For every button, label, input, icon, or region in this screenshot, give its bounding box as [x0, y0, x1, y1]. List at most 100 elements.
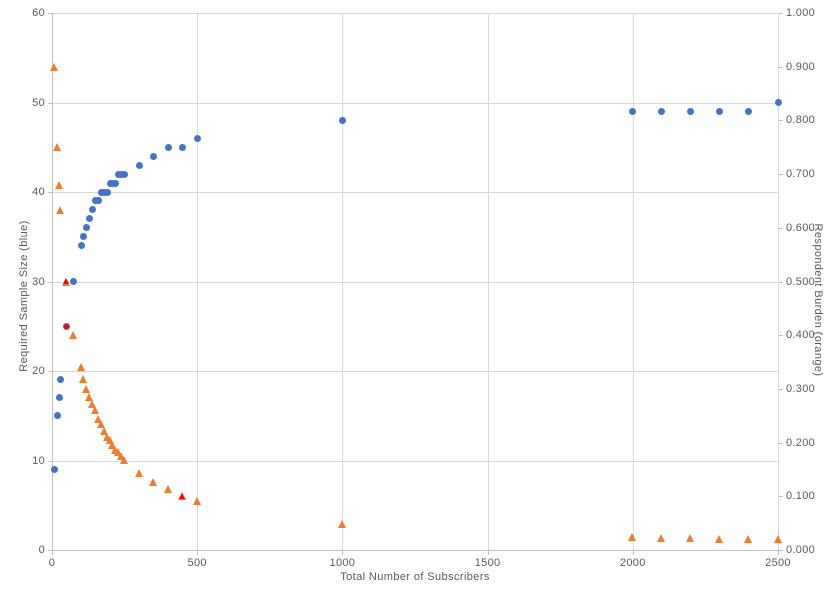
y-left-tick-label: 50 — [32, 96, 45, 109]
right-axis-title: Respondent Burden (orange) — [812, 223, 824, 377]
x-tick-label: 2500 — [765, 557, 791, 569]
y-left-tick-label: 0 — [38, 544, 45, 556]
y-right-tick-label: 0.600 — [786, 221, 816, 234]
data-point-sample-size — [103, 188, 111, 196]
data-point-sample-size — [716, 107, 724, 115]
data-point-burden — [120, 455, 129, 464]
data-point-burden — [54, 180, 63, 189]
data-point-sample-size — [55, 394, 63, 402]
y-right-tick-label: 0.300 — [786, 382, 816, 395]
data-point-sample-size — [745, 107, 753, 115]
data-point-sample-size — [338, 116, 346, 124]
highlight-point-red — [64, 323, 70, 329]
x-tick-label: 1000 — [329, 557, 356, 569]
data-point-sample-size — [57, 376, 65, 384]
data-point-burden — [715, 534, 724, 543]
y-right-tick-mark — [779, 335, 783, 337]
y-right-tick-mark — [779, 174, 783, 176]
y-left-tick-label: 60 — [32, 7, 45, 19]
x-tick-label: 1500 — [474, 557, 501, 569]
y-left-tick-mark — [48, 102, 52, 104]
y-left-tick-mark — [48, 460, 52, 462]
highlight-point-red — [63, 278, 70, 284]
data-point-sample-size — [94, 197, 102, 205]
data-point-burden — [50, 62, 59, 71]
data-point-sample-size — [150, 152, 158, 160]
data-point-sample-size — [629, 107, 637, 115]
data-point-sample-size — [54, 412, 62, 420]
y-right-tick-mark — [779, 550, 783, 551]
data-point-burden — [114, 447, 123, 456]
y-left-tick-mark — [48, 371, 52, 372]
data-point-burden — [628, 532, 637, 541]
data-point-burden — [56, 206, 65, 215]
data-point-burden — [91, 406, 100, 415]
data-point-burden — [82, 384, 91, 393]
x-tick-mark — [487, 551, 489, 555]
x-tick-label: 2000 — [619, 557, 646, 569]
data-point-burden — [744, 535, 753, 544]
gridline-vertical — [487, 13, 489, 550]
data-point-sample-size — [80, 233, 88, 241]
data-point-sample-size — [70, 278, 78, 285]
gridline-horizontal — [52, 13, 778, 14]
gridline-vertical — [632, 13, 634, 550]
data-point-sample-size — [658, 107, 666, 115]
data-point-sample-size — [83, 224, 91, 232]
data-point-sample-size — [135, 161, 143, 169]
data-point-burden — [773, 535, 782, 544]
data-point-sample-size — [193, 134, 201, 142]
gridline-vertical — [778, 13, 779, 550]
data-point-sample-size — [774, 99, 782, 106]
highlight-point-red — [179, 492, 186, 499]
data-point-burden — [79, 375, 88, 384]
data-point-burden — [337, 520, 346, 529]
data-point-sample-size — [164, 143, 172, 151]
data-point-burden — [105, 435, 114, 444]
y-right-tick-label: 0.100 — [786, 490, 816, 503]
y-left-tick-mark — [48, 13, 52, 14]
y-right-tick-label: 0.700 — [786, 168, 816, 181]
data-point-sample-size — [179, 143, 187, 151]
data-point-burden — [76, 363, 85, 372]
y-left-tick-mark — [48, 281, 52, 283]
x-tick-mark — [52, 551, 53, 555]
gridline-horizontal — [52, 371, 778, 372]
data-point-sample-size — [112, 179, 120, 187]
y-right-tick-label: 0.000 — [786, 544, 816, 556]
x-tick-label: 0 — [48, 557, 56, 569]
data-point-burden — [85, 392, 94, 401]
y-left-tick-label: 20 — [32, 365, 45, 377]
y-left-tick-mark — [48, 550, 52, 551]
y-right-tick-label: 0.200 — [786, 436, 816, 449]
y-axis-line — [52, 13, 53, 550]
data-point-burden — [149, 478, 158, 487]
data-point-burden — [99, 426, 108, 435]
left-axis-title: Required Sample Size (blue) — [18, 220, 30, 372]
data-point-sample-size — [687, 107, 695, 115]
y-right-tick-label: 0.400 — [786, 329, 816, 342]
x-tick-mark — [197, 551, 199, 555]
x-tick-mark — [342, 551, 344, 555]
y-left-tick-label: 10 — [32, 454, 45, 467]
data-point-burden — [108, 441, 117, 450]
gridline-horizontal — [52, 192, 778, 193]
data-point-sample-size — [77, 242, 85, 250]
data-point-burden — [53, 143, 62, 152]
x-axis-line — [52, 550, 779, 551]
gridline-vertical — [342, 13, 344, 550]
data-point-burden — [93, 414, 102, 423]
data-point-burden — [96, 419, 105, 428]
gridline-vertical — [197, 13, 199, 550]
y-right-tick-mark — [779, 388, 783, 390]
y-right-tick-label: 0.500 — [786, 275, 816, 288]
y-right-tick-mark — [779, 442, 783, 444]
data-point-sample-size — [89, 206, 97, 214]
y-right-tick-mark — [779, 281, 783, 283]
gridline-horizontal — [52, 460, 778, 462]
x-tick-mark — [778, 551, 779, 555]
y-left-tick-mark — [48, 192, 52, 193]
y-left-tick-label: 30 — [32, 275, 45, 288]
y-right-tick-label: 1.000 — [786, 7, 816, 19]
